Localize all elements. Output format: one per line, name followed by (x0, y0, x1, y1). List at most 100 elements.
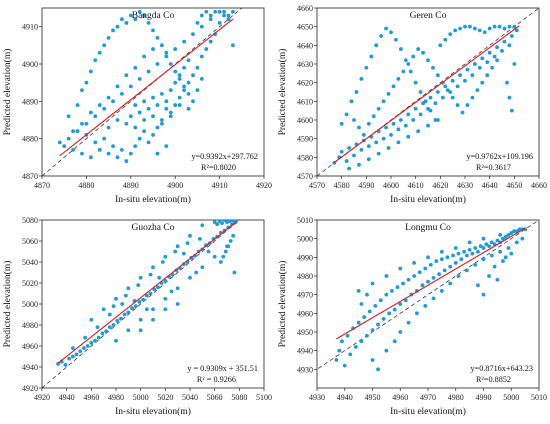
x-tick-label: 4880 (78, 181, 94, 190)
data-point (159, 118, 164, 122)
data-layer (317, 8, 539, 176)
data-point (106, 35, 111, 40)
data-point (512, 24, 517, 29)
data-point (194, 270, 199, 275)
data-point (128, 13, 133, 18)
data-point (505, 80, 509, 85)
data-point (406, 320, 411, 325)
data-point (133, 65, 138, 70)
data-point (391, 121, 396, 126)
data-layer (317, 220, 539, 372)
y-tick-label: 4600 (297, 116, 313, 125)
x-axis-label: In-situ elevation(m) (390, 194, 466, 205)
data-point (164, 99, 169, 104)
chart-panel-1: 4870 4880 4890 4900 4910 4920 4870 4880 4890 4900… (0, 0, 275, 212)
data-point (514, 240, 519, 245)
data-point (75, 103, 80, 107)
data-point (379, 34, 384, 38)
data-point (480, 56, 485, 61)
data-point (392, 307, 397, 312)
data-point (482, 30, 487, 35)
y-tick-label: 4940 (22, 363, 38, 372)
y-tick-label: 4630 (297, 60, 313, 69)
data-point (104, 329, 109, 334)
data-point (443, 37, 448, 42)
data-point (347, 146, 351, 150)
data-point (456, 251, 461, 256)
data-point (102, 106, 107, 111)
data-point (501, 259, 505, 263)
data-point (478, 244, 483, 249)
data-point (144, 293, 149, 298)
y-tick-label: 4870 (22, 172, 38, 181)
data-point (453, 261, 458, 265)
data-point (365, 292, 369, 297)
data-point (502, 39, 507, 44)
r-squared: R²=0.3617 (476, 163, 511, 172)
data-point (431, 65, 435, 70)
chart-panel-4: 4930 4940 4950 4960 4970 4980 4990 5000 5010 4930… (275, 212, 550, 424)
x-tick-label: 5040 (182, 393, 198, 402)
data-point (175, 244, 180, 249)
data-point (507, 95, 512, 100)
data-point (97, 147, 102, 152)
data-point (215, 222, 220, 227)
x-tick-label: 5060 (207, 393, 223, 402)
plot-area (41, 219, 265, 389)
data-point (481, 236, 486, 241)
data-point (463, 78, 467, 83)
data-point (472, 62, 477, 66)
data-point (197, 237, 202, 241)
y-tick-label: 5080 (22, 216, 38, 225)
data-point (480, 80, 485, 85)
fit-line (59, 18, 234, 157)
data-point (200, 223, 205, 228)
data-point (146, 140, 151, 145)
data-point (497, 24, 502, 29)
data-point (387, 311, 392, 316)
data-point (74, 352, 79, 357)
data-point (159, 121, 164, 126)
y-tick-label: 5010 (297, 216, 313, 225)
scatter-chart-bangda: 4870 4880 4890 4900 4910 4920 4870 4880 4890 4900… (2, 7, 272, 205)
data-point (155, 103, 160, 107)
data-point (501, 236, 505, 241)
r-squared: R² = 0.9266 (197, 375, 236, 384)
data-point (428, 262, 433, 267)
data-point (89, 340, 94, 345)
data-point (195, 21, 200, 25)
data-point (443, 84, 448, 89)
data-point (177, 103, 182, 107)
data-point (475, 88, 480, 93)
data-point (349, 99, 354, 104)
data-point (111, 144, 115, 149)
data-point (163, 279, 168, 283)
data-point (57, 140, 62, 145)
data-point (440, 95, 445, 100)
data-point (159, 43, 164, 48)
data-point (337, 348, 342, 353)
data-point (453, 28, 458, 33)
data-point (445, 255, 450, 260)
data-point (169, 289, 174, 294)
x-tick-label: 4960 (392, 393, 408, 402)
data-point (339, 121, 344, 126)
data-point (228, 239, 233, 243)
data-point (498, 249, 503, 254)
data-point (151, 317, 155, 322)
y-tick-label: 4930 (297, 365, 313, 374)
data-point (426, 255, 430, 260)
data-point (431, 296, 436, 301)
data-point (506, 233, 511, 237)
data-point (221, 254, 226, 259)
data-point (431, 275, 436, 280)
data-point (435, 118, 440, 122)
data-point (120, 147, 124, 152)
data-point (428, 95, 433, 100)
y-tick-label: 5060 (22, 237, 38, 246)
data-point (146, 106, 151, 111)
data-point (439, 249, 444, 254)
data-point (458, 26, 462, 31)
scatter-chart-geren: 4570 4580 4590 4600 4610 4620 4630 4640 4650 4660… (277, 4, 547, 205)
data-point (115, 318, 120, 323)
